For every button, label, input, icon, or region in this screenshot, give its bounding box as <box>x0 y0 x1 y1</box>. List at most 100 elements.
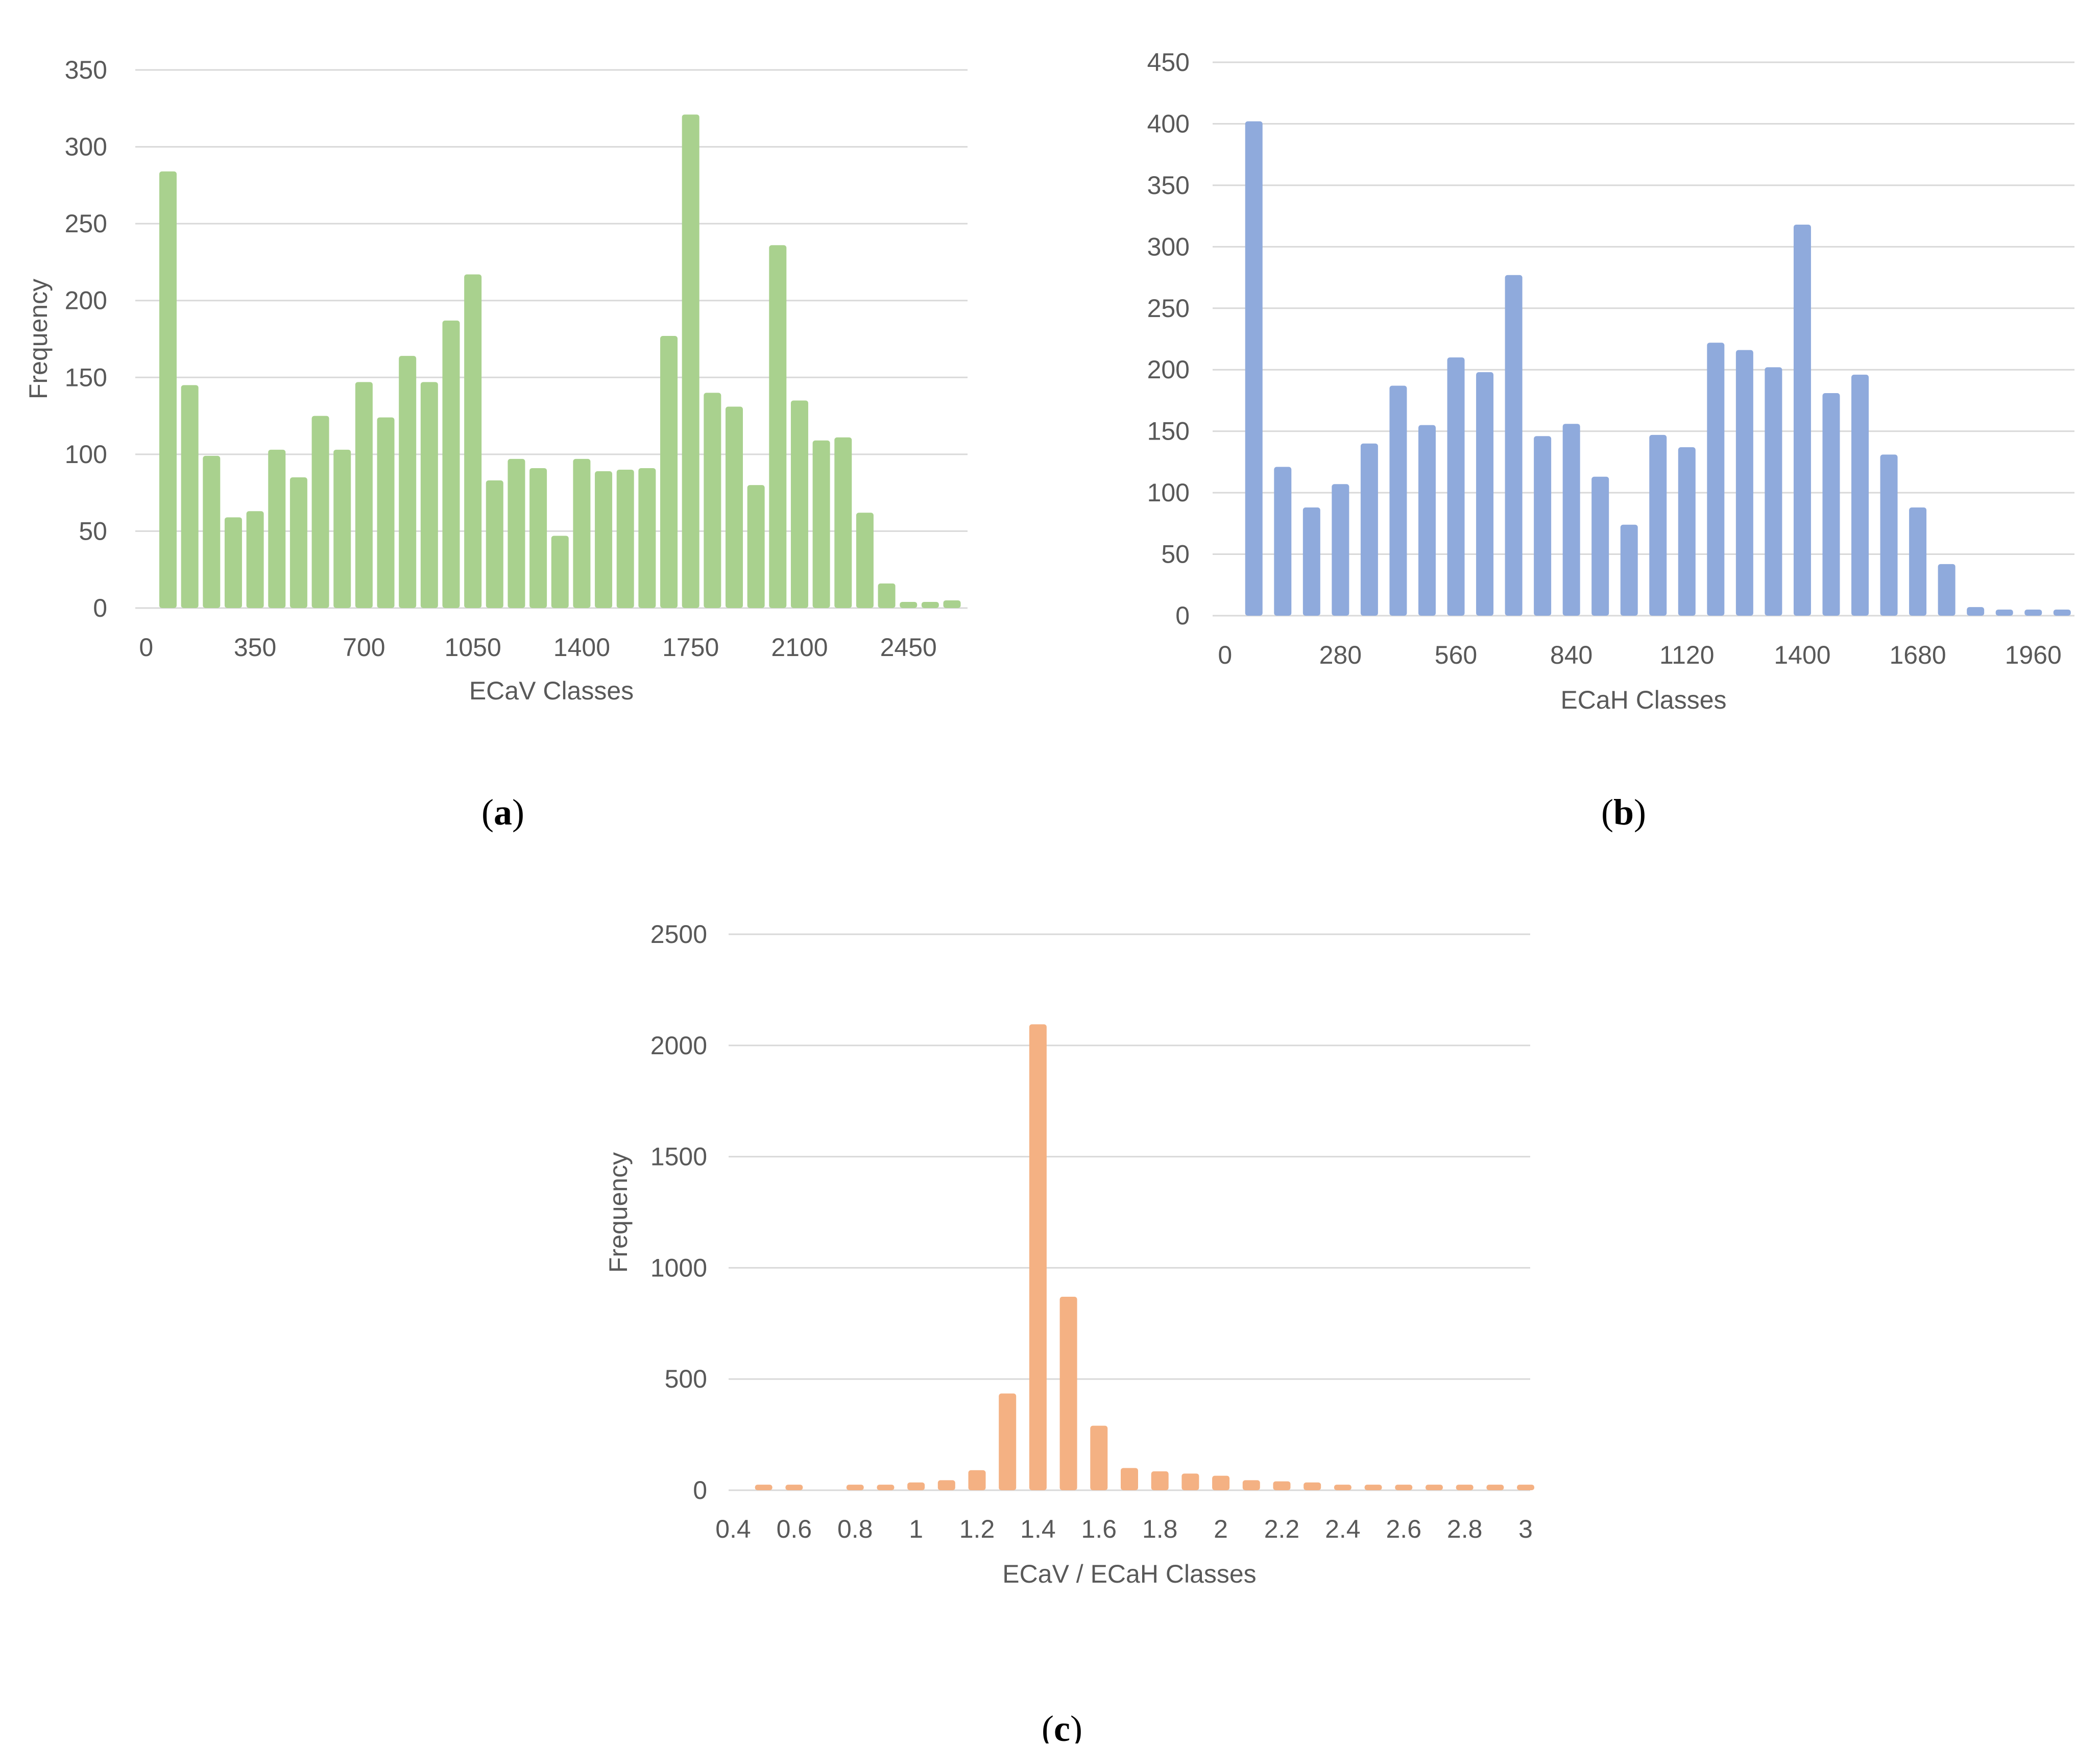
x-tick-label: 3 <box>1518 1515 1533 1543</box>
y-axis-title: Frequency <box>24 279 53 399</box>
panel-letter: c <box>1054 1708 1070 1743</box>
bar <box>1245 121 1263 616</box>
x-tick-label: 0.4 <box>715 1515 751 1543</box>
bar <box>878 583 896 608</box>
bar <box>704 393 721 608</box>
x-axis-title: ECaV Classes <box>469 676 634 705</box>
bar <box>181 385 199 608</box>
bar <box>1121 1468 1138 1490</box>
bar <box>1242 1480 1260 1490</box>
y-axis-title: Frequency <box>604 1152 633 1273</box>
panel-caption: (b) <box>1601 792 1646 833</box>
bar <box>1486 1485 1504 1490</box>
bar <box>1332 484 1349 616</box>
x-tick-label: 1400 <box>1774 641 1830 669</box>
y-tick-label: 200 <box>1147 355 1190 384</box>
bar <box>1304 1482 1321 1490</box>
x-tick-label: 1 <box>909 1515 923 1543</box>
bar <box>1822 393 1840 616</box>
x-tick-label: 2450 <box>880 633 937 662</box>
x-tick-label: 2.2 <box>1264 1515 1300 1543</box>
chart-panel-c: 0 500 1000 1500 2000 2500 0.4 0.6 0.8 1 1.2 1.4 1.6 1… <box>604 920 1535 1746</box>
y-tick-label: 400 <box>1147 109 1190 138</box>
x-tick-label: 1.6 <box>1081 1515 1117 1543</box>
y-tick-label: 500 <box>665 1365 707 1393</box>
bar <box>1678 447 1696 616</box>
bar <box>289 477 307 608</box>
x-tick-label: 0.8 <box>837 1515 873 1543</box>
x-tick-label: 2 <box>1214 1515 1228 1543</box>
bar <box>747 485 765 608</box>
bar <box>1151 1471 1169 1490</box>
bar <box>1059 1297 1077 1490</box>
x-tick-label: 1.8 <box>1142 1515 1178 1543</box>
bar <box>486 480 503 608</box>
panel-caption: (a) <box>481 792 524 833</box>
bar <box>900 601 918 608</box>
y-tick-label: 250 <box>65 209 107 238</box>
bar <box>1505 275 1523 616</box>
bar <box>877 1485 895 1490</box>
x-tick-label: 0.6 <box>777 1515 812 1543</box>
y-tick-label: 50 <box>79 517 107 545</box>
bar <box>834 437 852 608</box>
x-tick-label: 840 <box>1550 641 1592 669</box>
x-tick-label: 0 <box>1218 641 1232 669</box>
y-tick-label: 100 <box>1147 478 1190 507</box>
bar <box>1562 424 1580 616</box>
bar <box>1909 507 1927 616</box>
y-tick-label: 1000 <box>650 1253 707 1282</box>
bar <box>268 449 286 608</box>
bar <box>551 536 569 608</box>
bar <box>2053 609 2071 616</box>
bar <box>921 601 939 608</box>
bar <box>790 400 808 608</box>
bar <box>1212 1475 1230 1490</box>
y-tick-label: 0 <box>1175 601 1190 630</box>
bar <box>846 1485 864 1490</box>
chart-panel-a: 0 50 100 150 200 250 300 350 0 350 700 1050 1400 1750… <box>24 56 968 833</box>
x-tick-label: 1.2 <box>959 1515 995 1543</box>
bar <box>1765 367 1782 616</box>
bar <box>573 458 591 608</box>
bar <box>1620 524 1638 616</box>
bar <box>968 1470 986 1490</box>
panel-letter: b <box>1613 792 1634 833</box>
bar <box>1360 443 1378 616</box>
bar <box>1456 1485 1474 1490</box>
bar <box>907 1482 925 1490</box>
y-tick-label: 250 <box>1147 294 1190 323</box>
x-axis-title: ECaV / ECaH Classes <box>1002 1560 1256 1588</box>
bar <box>785 1485 803 1490</box>
x-tick-label: 1960 <box>2005 641 2062 669</box>
bar <box>999 1393 1017 1490</box>
x-axis-title: ECaH Classes <box>1560 686 1726 714</box>
x-tick-label: 2.8 <box>1447 1515 1483 1543</box>
y-tick-label: 0 <box>93 594 107 622</box>
bar <box>1334 1485 1351 1490</box>
x-tick-label: 1750 <box>662 633 719 662</box>
bar <box>1418 425 1436 616</box>
bar <box>1649 434 1667 616</box>
bar <box>1735 350 1753 616</box>
bar <box>725 406 743 608</box>
x-tick-label: 1120 <box>1659 641 1715 669</box>
bar <box>246 511 264 608</box>
bar <box>159 171 177 608</box>
bar <box>1395 1485 1413 1490</box>
bar <box>1181 1473 1199 1490</box>
x-tick-label: 560 <box>1435 641 1477 669</box>
bar <box>1389 385 1407 616</box>
bar <box>943 600 961 608</box>
bar <box>1534 436 1552 616</box>
bar <box>1591 476 1609 616</box>
bar <box>937 1480 955 1490</box>
bar <box>2024 609 2042 616</box>
y-tick-label: 1500 <box>650 1143 707 1171</box>
x-tick-label: 1.4 <box>1020 1515 1056 1543</box>
bar <box>616 469 634 608</box>
bar <box>1880 454 1898 616</box>
panel-letter: a <box>494 792 512 833</box>
bar <box>1029 1024 1047 1490</box>
